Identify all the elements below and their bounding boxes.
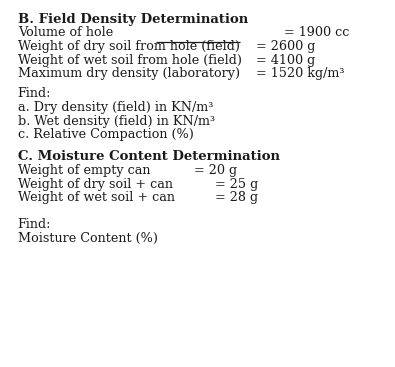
- Text: = 2600 g: = 2600 g: [256, 40, 315, 53]
- Text: Maximum dry density (laboratory): Maximum dry density (laboratory): [18, 67, 240, 80]
- Text: Weight of dry soil from hole (field): Weight of dry soil from hole (field): [18, 40, 240, 53]
- Text: a. Dry density (field) in KN/m³: a. Dry density (field) in KN/m³: [18, 101, 213, 114]
- Text: = 1520 kg/m³: = 1520 kg/m³: [256, 67, 344, 80]
- Text: B. Field Density Determination: B. Field Density Determination: [18, 13, 248, 26]
- Text: = 1900 cc: = 1900 cc: [284, 26, 350, 39]
- Text: Weight of empty can: Weight of empty can: [18, 164, 150, 177]
- Text: b. Wet density (field) in KN/m³: b. Wet density (field) in KN/m³: [18, 115, 215, 127]
- Text: c. Relative Compaction (%): c. Relative Compaction (%): [18, 128, 194, 141]
- Text: Weight of dry soil + can: Weight of dry soil + can: [18, 178, 173, 190]
- Text: C. Moisture Content Determination: C. Moisture Content Determination: [18, 150, 280, 163]
- Text: = 25 g: = 25 g: [215, 178, 258, 190]
- Text: = 4100 g: = 4100 g: [256, 54, 315, 66]
- Text: Find:: Find:: [18, 218, 51, 231]
- Text: Weight of wet soil + can: Weight of wet soil + can: [18, 191, 175, 204]
- Text: = 28 g: = 28 g: [215, 191, 258, 204]
- Text: = 20 g: = 20 g: [194, 164, 237, 177]
- Text: Volume of hole: Volume of hole: [18, 26, 113, 39]
- Text: Moisture Content (%): Moisture Content (%): [18, 232, 158, 245]
- Text: Weight of wet soil from hole (field): Weight of wet soil from hole (field): [18, 54, 242, 66]
- Text: Find:: Find:: [18, 87, 51, 100]
